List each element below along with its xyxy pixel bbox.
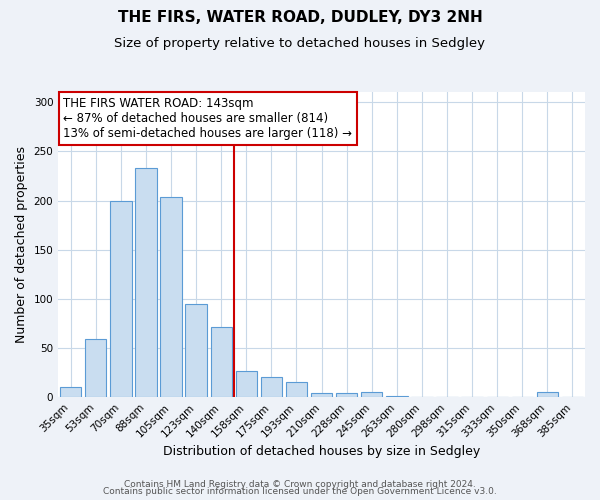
- Bar: [311, 394, 332, 397]
- Bar: [236, 370, 257, 397]
- Text: THE FIRS, WATER ROAD, DUDLEY, DY3 2NH: THE FIRS, WATER ROAD, DUDLEY, DY3 2NH: [118, 10, 482, 25]
- Bar: [336, 394, 358, 397]
- Y-axis label: Number of detached properties: Number of detached properties: [15, 146, 28, 344]
- Bar: [286, 382, 307, 397]
- X-axis label: Distribution of detached houses by size in Sedgley: Distribution of detached houses by size …: [163, 444, 480, 458]
- Bar: [60, 388, 82, 397]
- Text: THE FIRS WATER ROAD: 143sqm
← 87% of detached houses are smaller (814)
13% of se: THE FIRS WATER ROAD: 143sqm ← 87% of det…: [64, 97, 352, 140]
- Text: Size of property relative to detached houses in Sedgley: Size of property relative to detached ho…: [115, 38, 485, 51]
- Bar: [110, 200, 131, 397]
- Text: Contains HM Land Registry data © Crown copyright and database right 2024.: Contains HM Land Registry data © Crown c…: [124, 480, 476, 489]
- Bar: [136, 168, 157, 397]
- Bar: [185, 304, 207, 397]
- Bar: [537, 392, 558, 397]
- Bar: [160, 196, 182, 397]
- Bar: [211, 328, 232, 397]
- Bar: [261, 376, 282, 397]
- Text: Contains public sector information licensed under the Open Government Licence v3: Contains public sector information licen…: [103, 488, 497, 496]
- Bar: [386, 396, 407, 397]
- Bar: [361, 392, 382, 397]
- Bar: [85, 339, 106, 397]
